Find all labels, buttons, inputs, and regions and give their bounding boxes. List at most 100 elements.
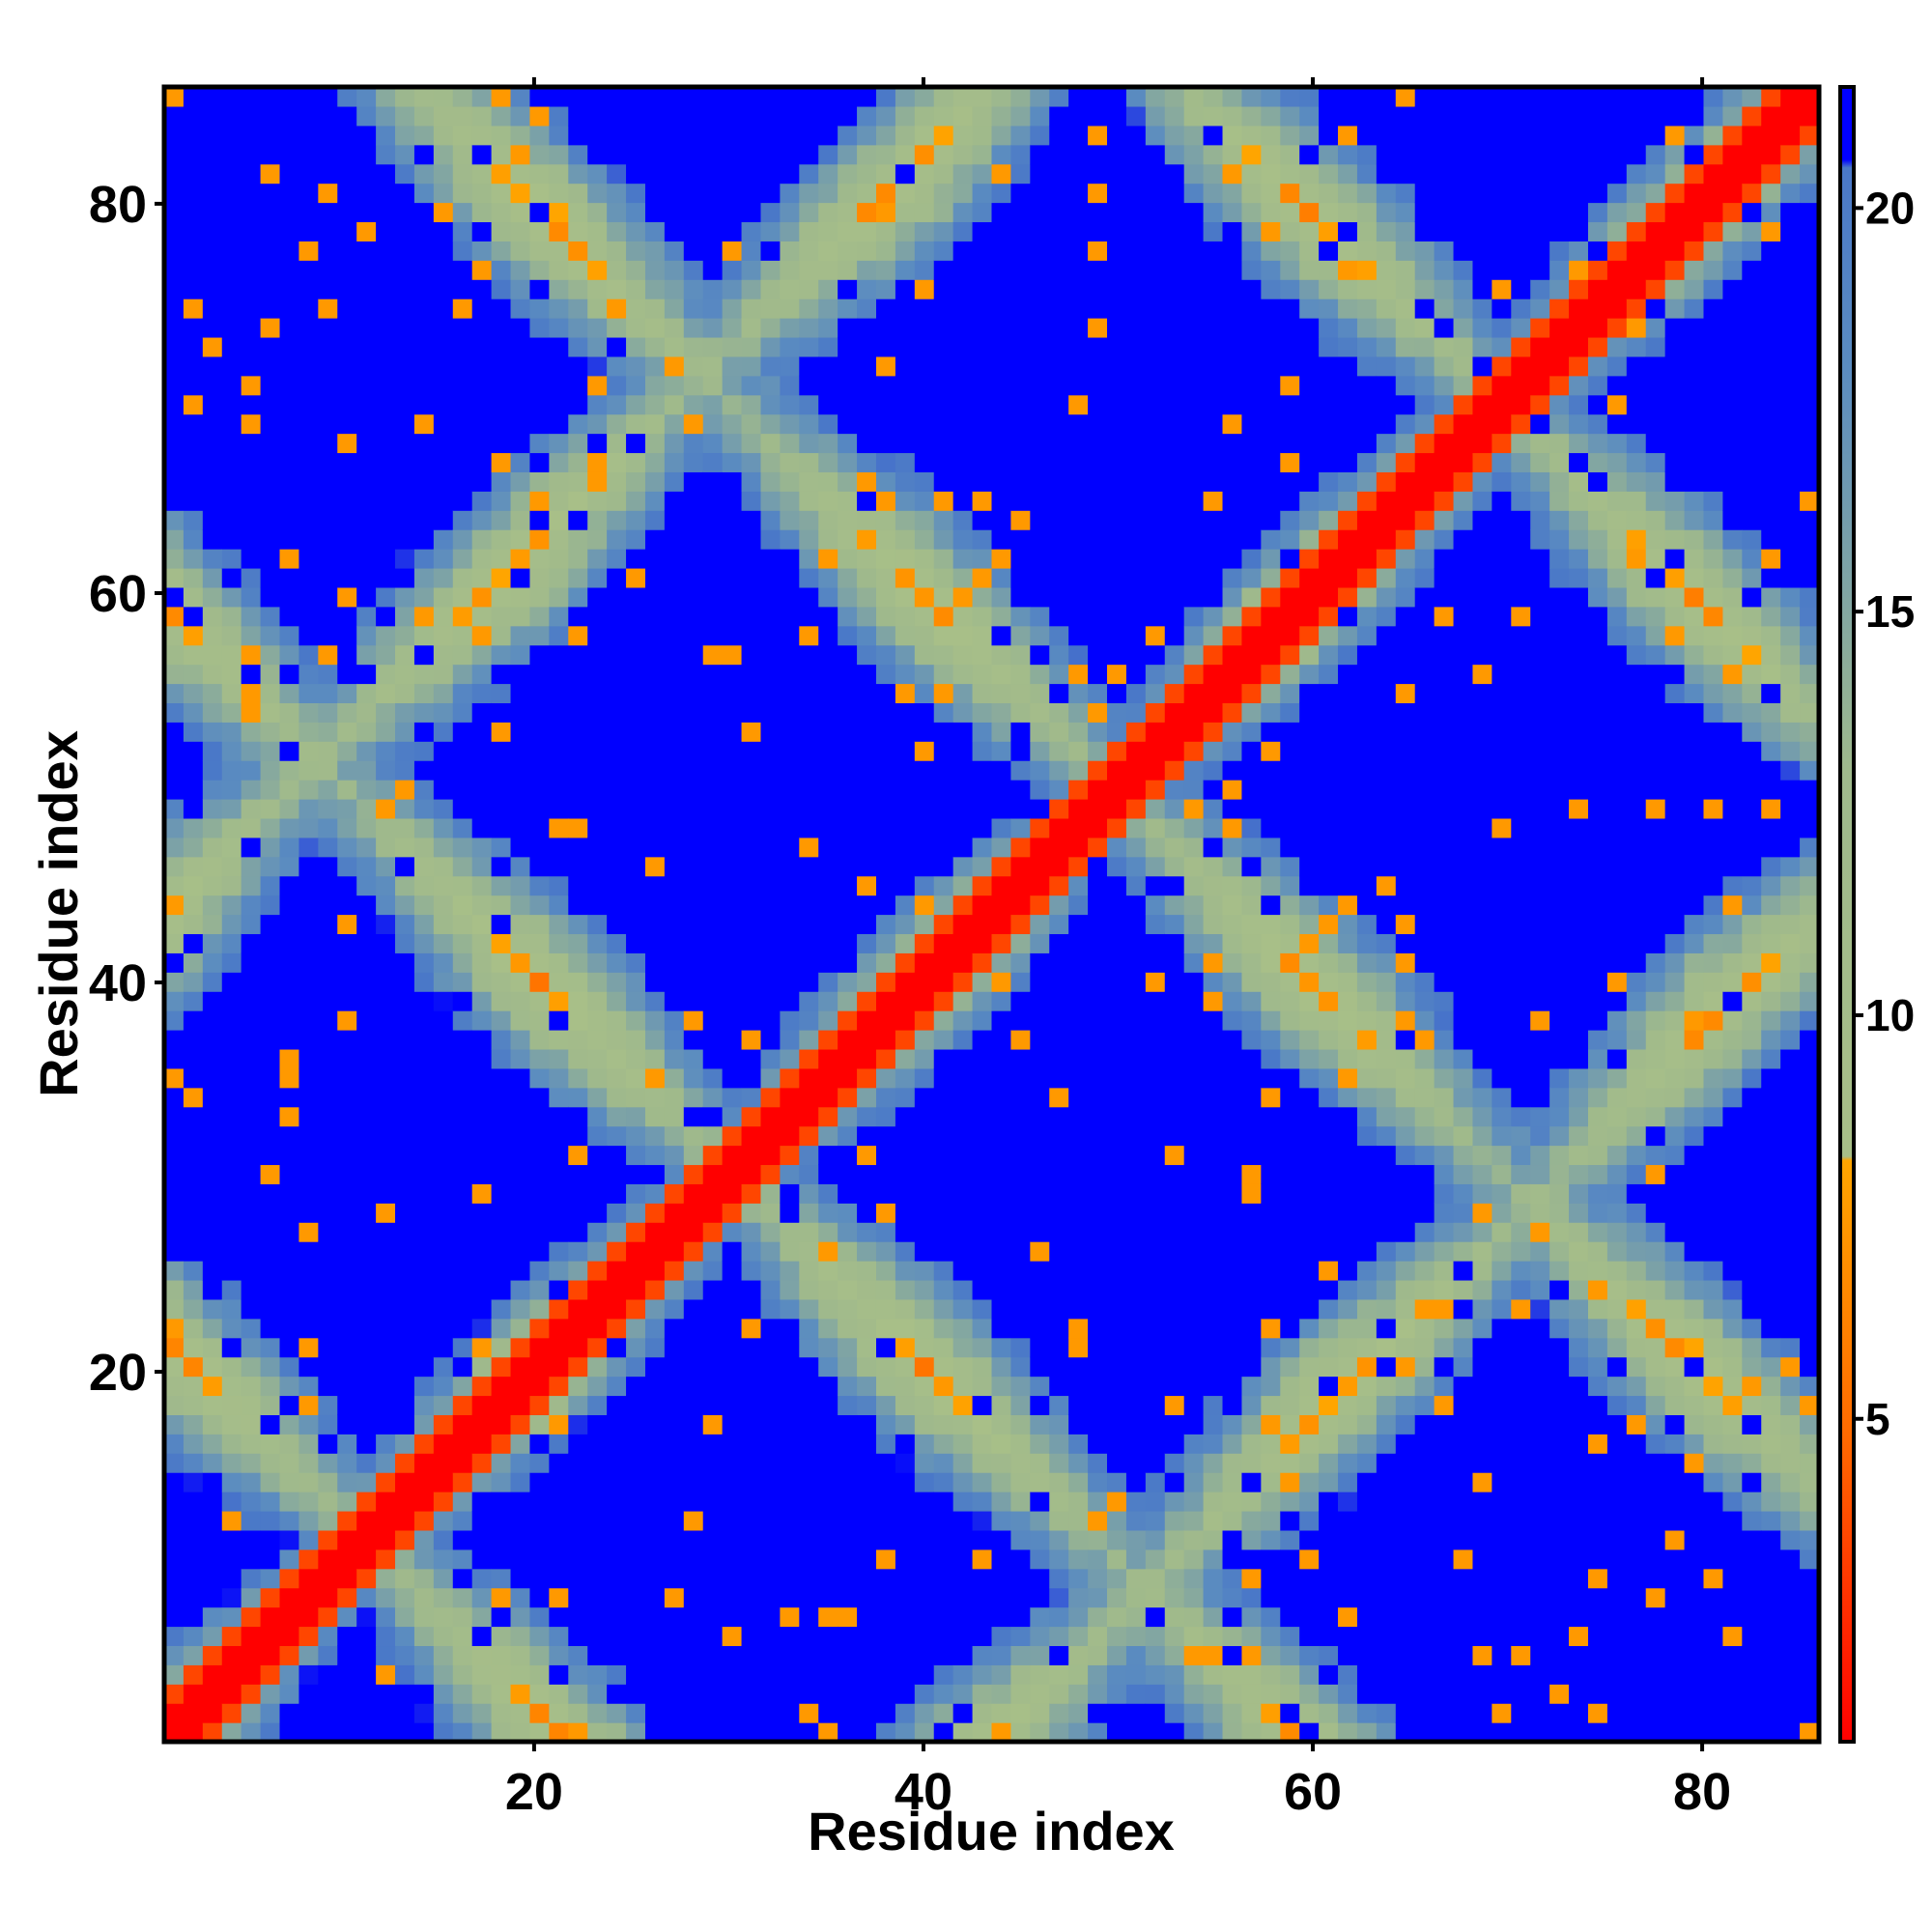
heatmap-cell (1241, 1318, 1262, 1339)
heatmap-cell (1125, 1298, 1147, 1320)
heatmap-cell (857, 355, 877, 377)
heatmap-cell (433, 586, 454, 608)
heatmap-cell (413, 952, 435, 973)
heatmap-cell (972, 1203, 993, 1223)
heatmap-cell (972, 914, 993, 935)
heatmap-cell (722, 586, 743, 608)
heatmap-cell (895, 471, 916, 492)
heatmap-cell (799, 260, 819, 280)
heatmap-cell (952, 87, 974, 107)
heatmap-cell (376, 1279, 396, 1300)
heatmap-cell (1145, 952, 1166, 973)
heatmap-cell (549, 664, 569, 685)
heatmap-cell (895, 1279, 916, 1300)
heatmap-cell (491, 625, 512, 646)
heatmap-cell (780, 1087, 800, 1108)
heatmap-cell (857, 644, 877, 666)
heatmap-cell (452, 394, 473, 415)
heatmap-cell (838, 1376, 858, 1397)
heatmap-cell (1241, 606, 1262, 627)
heatmap-cell (1183, 895, 1205, 916)
heatmap-cell (1203, 683, 1224, 703)
heatmap-cell (933, 87, 954, 107)
heatmap-cell (549, 491, 569, 511)
heatmap-cell (471, 433, 493, 454)
heatmap-cell (683, 702, 704, 723)
heatmap-cell (644, 144, 666, 165)
heatmap-cell (780, 1318, 800, 1339)
heatmap-cell (644, 1241, 666, 1262)
heatmap-cell (857, 856, 877, 877)
heatmap-cell (1088, 1318, 1108, 1339)
heatmap-cell (895, 1010, 916, 1031)
heatmap-cell (914, 1318, 935, 1339)
heatmap-cell (337, 549, 357, 569)
heatmap-cell (1241, 1376, 1262, 1397)
heatmap-cell (780, 817, 800, 838)
heatmap-cell (1030, 1414, 1050, 1435)
heatmap-cell (780, 972, 800, 992)
heatmap-cell (607, 837, 627, 858)
heatmap-cell (1068, 1606, 1089, 1628)
heatmap-cell (279, 1261, 300, 1281)
heatmap-cell (529, 105, 550, 127)
heatmap-cell (164, 1376, 185, 1397)
heatmap-cell (452, 664, 473, 685)
heatmap-cell (318, 298, 338, 319)
heatmap-cell (183, 433, 204, 454)
heatmap-cell (895, 991, 916, 1011)
heatmap-cell (413, 1067, 435, 1089)
heatmap-cell (875, 1106, 896, 1127)
heatmap-cell (607, 606, 627, 627)
heatmap-cell (626, 1568, 646, 1589)
heatmap-cell (914, 125, 935, 146)
heatmap-cell (260, 586, 281, 608)
heatmap-cell (1222, 1279, 1243, 1300)
heatmap-cell (972, 1087, 993, 1108)
heatmap-cell (279, 355, 300, 377)
heatmap-cell (644, 1298, 666, 1320)
heatmap-cell (395, 875, 415, 896)
heatmap-cell (1049, 355, 1069, 377)
heatmap-cell (1010, 760, 1031, 781)
heatmap-cell (376, 1587, 396, 1608)
heatmap-cell (260, 260, 281, 280)
heatmap-cell (202, 1222, 223, 1242)
heatmap-cell (1030, 702, 1050, 723)
heatmap-cell (1241, 336, 1262, 357)
heatmap-cell (1203, 798, 1224, 819)
heatmap-cell (164, 1626, 185, 1647)
heatmap-cell (298, 1048, 319, 1069)
heatmap-cell (1030, 241, 1050, 261)
heatmap-cell (626, 549, 646, 569)
heatmap-cell (1030, 1145, 1050, 1166)
heatmap-cell (1261, 221, 1281, 242)
heatmap-cell (1261, 413, 1281, 435)
heatmap-cell (413, 1030, 435, 1050)
heatmap-cell (626, 298, 646, 319)
heatmap-cell (1222, 664, 1243, 685)
heatmap-cell (1049, 1067, 1069, 1089)
heatmap-cell (413, 798, 435, 819)
heatmap-cell (780, 144, 800, 165)
heatmap-cell (1222, 452, 1243, 472)
heatmap-cell (356, 625, 377, 646)
heatmap-cell (741, 914, 762, 935)
heatmap-cell (1107, 529, 1127, 550)
heatmap-cell (722, 1010, 743, 1031)
heatmap-cell (644, 606, 666, 627)
heatmap-cell (221, 260, 242, 280)
heatmap-cell (510, 1492, 531, 1512)
heatmap-cell (644, 549, 666, 569)
heatmap-cell (799, 125, 819, 146)
heatmap-cell (626, 1664, 646, 1685)
heatmap-cell (549, 202, 569, 223)
heatmap-cell (279, 702, 300, 723)
heatmap-cell (433, 87, 454, 107)
heatmap-cell (529, 1279, 550, 1300)
heatmap-cell (1261, 183, 1281, 204)
heatmap-cell (1261, 1664, 1281, 1685)
heatmap-cell (760, 837, 781, 858)
heatmap-cell (1261, 817, 1281, 838)
heatmap-cell (491, 144, 512, 165)
